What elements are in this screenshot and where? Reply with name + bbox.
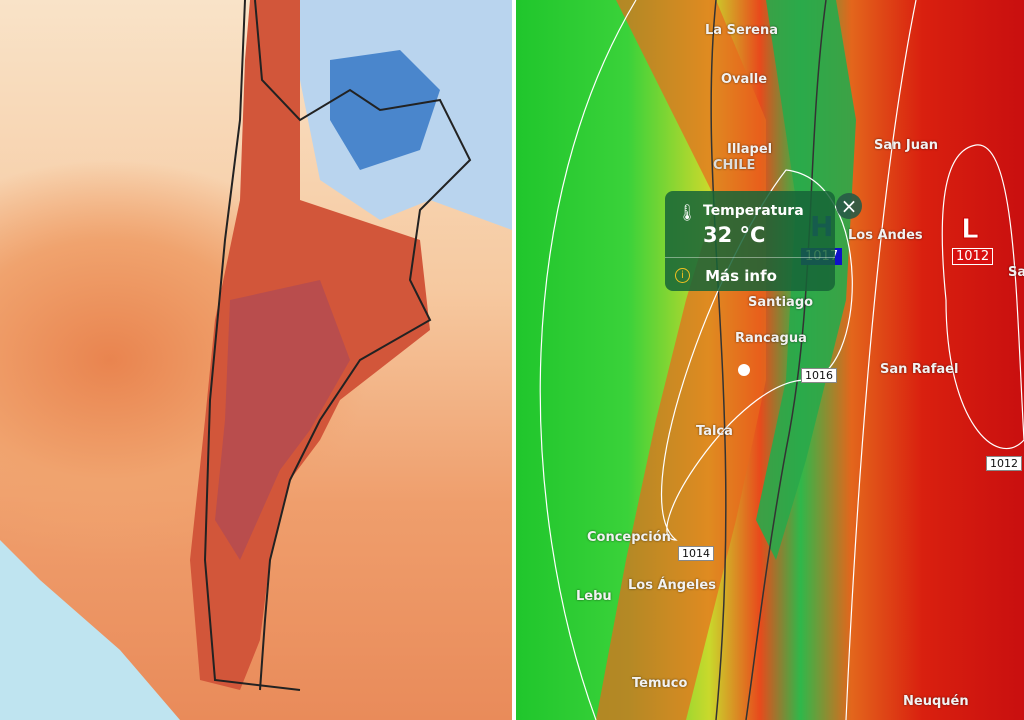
hot-core bbox=[215, 280, 350, 560]
city-label: La Serena bbox=[705, 23, 779, 38]
right-map-shapes bbox=[539, 0, 1024, 720]
isobar-label: 1014 bbox=[678, 546, 714, 561]
isobar-label: 1012 bbox=[986, 456, 1022, 471]
city-label: Neuquén bbox=[903, 694, 969, 709]
city-label: San Rafael bbox=[880, 362, 959, 377]
location-marker[interactable] bbox=[738, 364, 750, 376]
city-label: Rancagua bbox=[735, 331, 807, 346]
coastline bbox=[203, 0, 301, 691]
close-popup-button[interactable]: × bbox=[836, 193, 862, 219]
low-pressure-value: 1012 bbox=[952, 248, 994, 265]
border-line bbox=[745, 0, 827, 720]
border-lines bbox=[254, 0, 472, 691]
temperature-value: 32 °C bbox=[703, 223, 766, 247]
left-map-shapes bbox=[0, 0, 512, 720]
city-label: Temuco bbox=[632, 676, 688, 691]
central-valley bbox=[596, 0, 766, 720]
city-label: Lebu bbox=[576, 589, 612, 604]
isobar bbox=[845, 0, 917, 720]
isobar-1016 bbox=[660, 169, 853, 541]
coastline bbox=[710, 0, 727, 720]
weather-map[interactable]: La Serena Ovalle Illapel CHILE San Juan … bbox=[516, 0, 1024, 720]
city-label: Los Ángeles bbox=[628, 578, 716, 593]
city-label: Ovalle bbox=[721, 72, 768, 87]
temperature-anomaly-map bbox=[0, 0, 512, 720]
city-label: Los Andes bbox=[848, 228, 923, 243]
thermometer-icon: 🌡 bbox=[677, 203, 698, 222]
cold-ocean bbox=[0, 540, 180, 720]
divider bbox=[665, 257, 835, 258]
city-label: Concepción bbox=[587, 530, 671, 545]
low-pressure-marker: L bbox=[961, 212, 980, 246]
more-info-label: Más info bbox=[705, 266, 777, 285]
isobar-label: 1016 bbox=[801, 368, 837, 383]
close-icon: × bbox=[840, 194, 858, 218]
isobar bbox=[539, 0, 637, 720]
more-info-link[interactable]: i Más info bbox=[675, 265, 777, 285]
popup-title: Temperatura bbox=[703, 203, 804, 219]
city-label: Talca bbox=[696, 424, 733, 439]
city-label: San Juan bbox=[874, 138, 939, 153]
isobar-1012 bbox=[941, 144, 1024, 450]
country-label: CHILE bbox=[713, 158, 756, 173]
city-label: Santiago bbox=[748, 295, 814, 310]
city-label: Illapel bbox=[727, 142, 773, 157]
temperature-popup: 🌡 Temperatura 32 °C i Más info bbox=[665, 191, 835, 291]
info-icon: i bbox=[675, 268, 690, 283]
city-label: Sa bbox=[1008, 265, 1024, 280]
